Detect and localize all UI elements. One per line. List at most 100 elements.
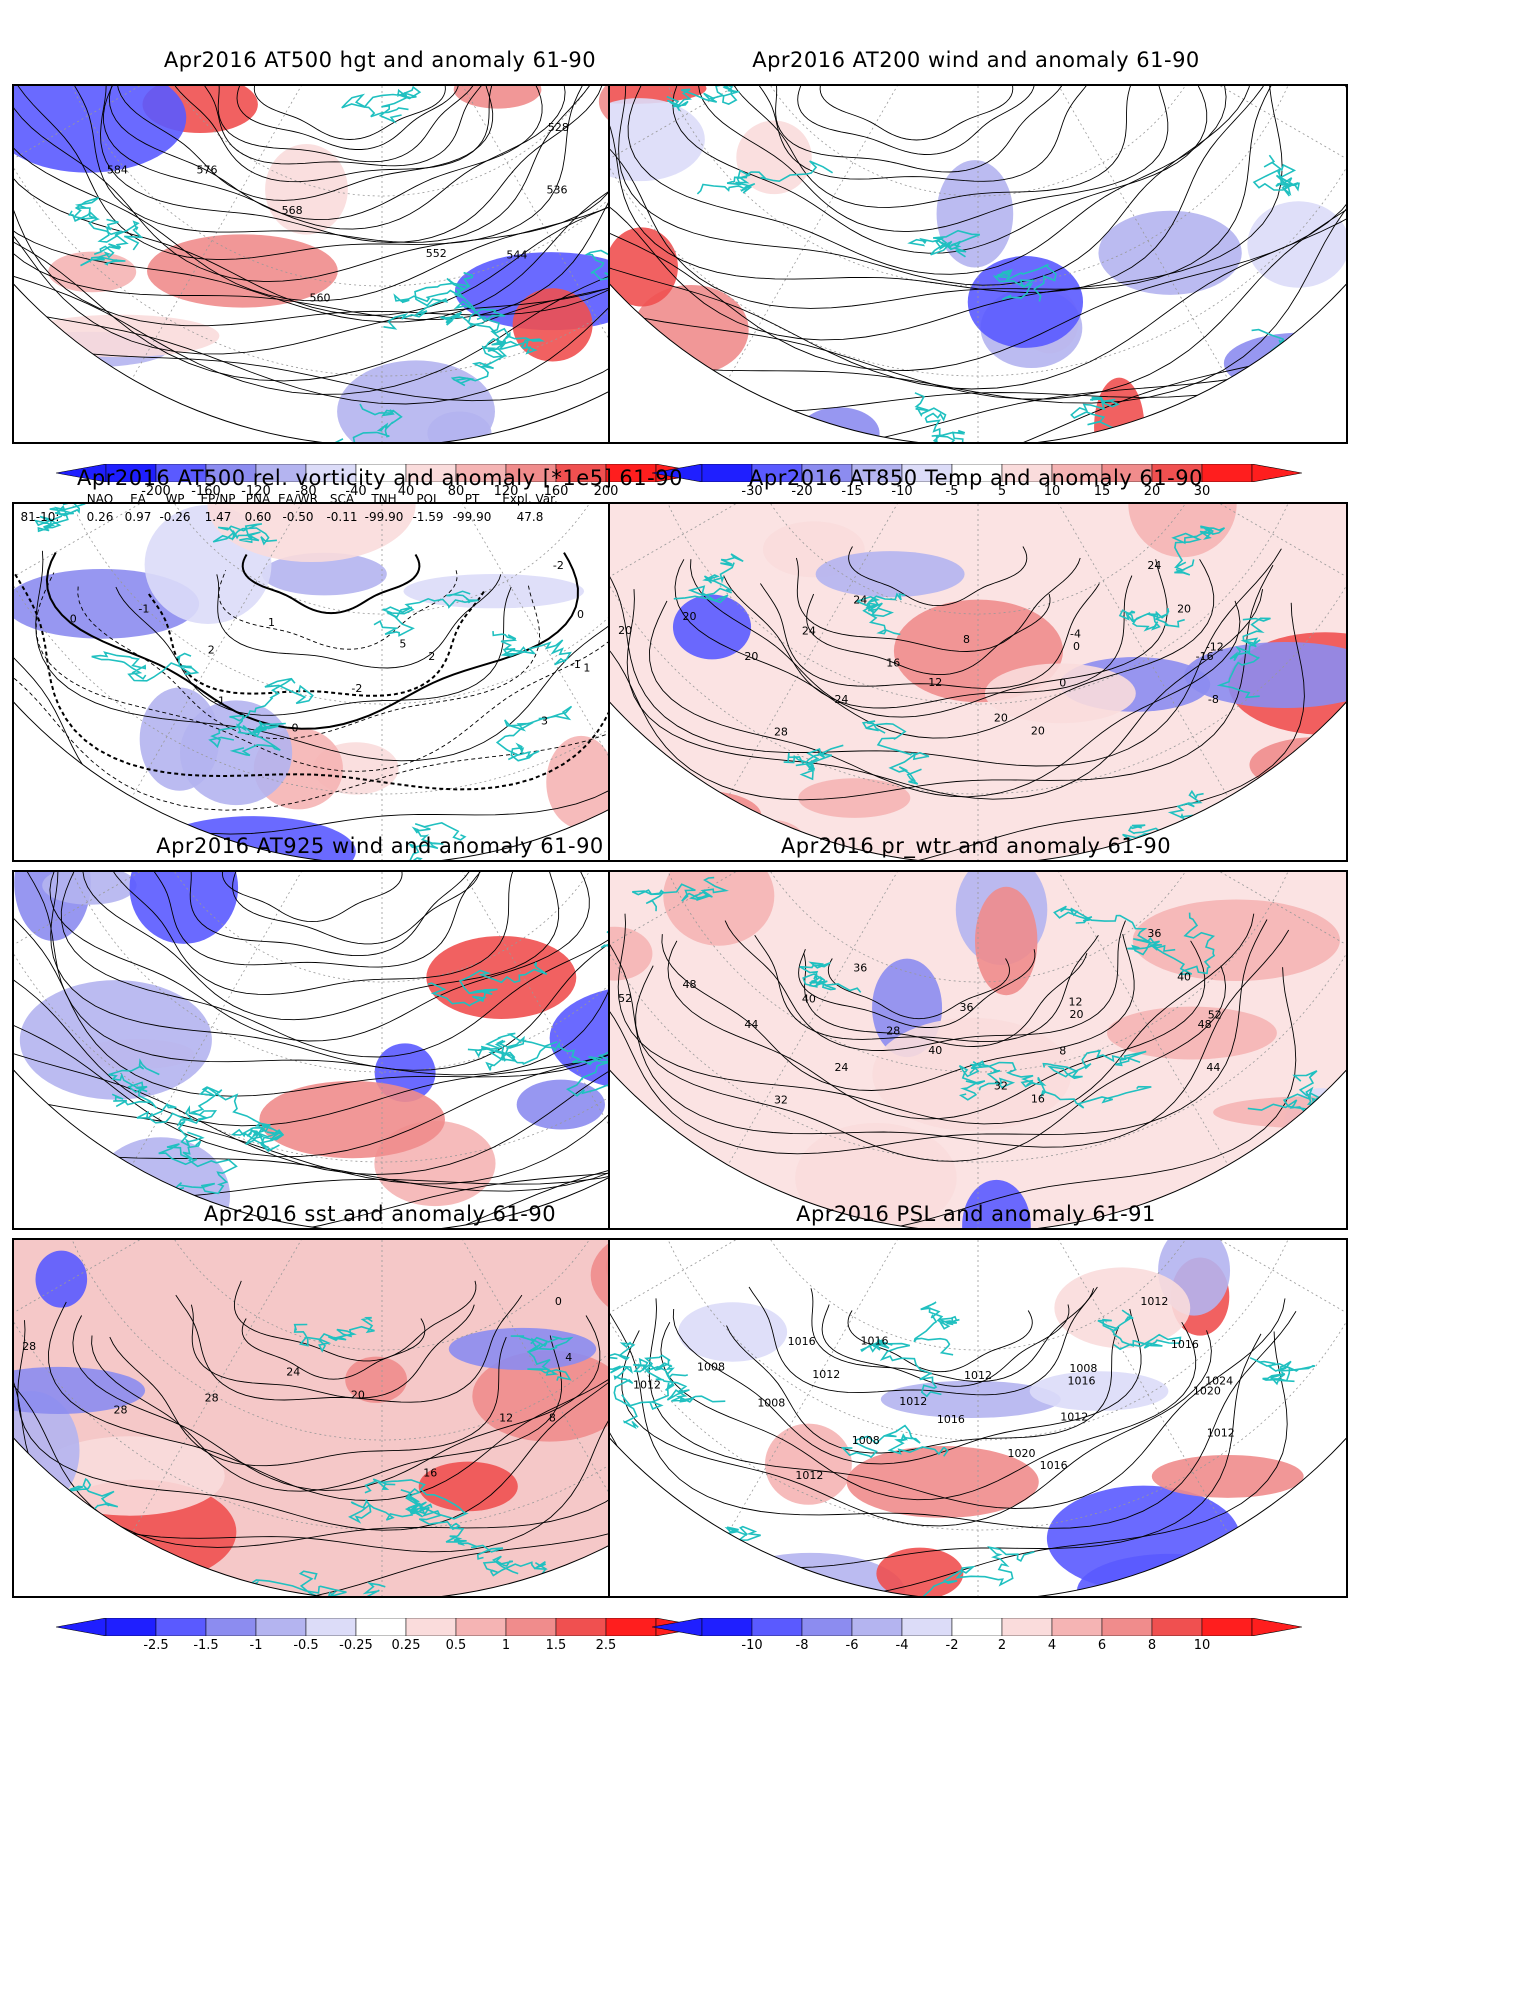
coastline: [610, 363, 678, 416]
contour-label: 584: [107, 163, 128, 176]
contour-label: 36: [960, 1001, 974, 1014]
coastline: [621, 1354, 689, 1410]
contour-line: [221, 872, 403, 923]
coastline: [510, 1335, 574, 1381]
panel-title: Apr2016 AT200 wind and anomaly 61-90: [752, 48, 1200, 72]
legend-swatch: [1151, 1618, 1203, 1636]
panel-title: Apr2016 AT500 hgt and anomaly 61-90: [163, 48, 597, 72]
contour-line: [635, 965, 1227, 1162]
contour-line: [610, 602, 1305, 860]
contour-label: 44: [1206, 1061, 1220, 1074]
positive-anomaly-region: [265, 144, 348, 235]
legend-tick-label: 10: [1193, 1638, 1211, 1653]
contour-label: 536: [547, 184, 568, 197]
contour-label: 544: [506, 248, 527, 261]
coastline: [337, 403, 406, 442]
contour-label: 20: [351, 1388, 365, 1401]
coastline: [383, 277, 465, 330]
coastline: [992, 263, 1057, 302]
negative-anomaly-region: [962, 1179, 1031, 1228]
legend-swatch: [901, 1618, 953, 1636]
legend-tick-label: 10: [1043, 484, 1061, 499]
contour-label: -16: [1196, 650, 1214, 663]
coastline: [854, 592, 906, 636]
positive-anomaly-region: [876, 1547, 964, 1596]
index-value: -0.11: [326, 510, 358, 524]
contour-label: 8: [963, 633, 970, 646]
contour-line: [147, 872, 488, 968]
legend-tick-label: -6: [845, 1638, 859, 1653]
contour-line: [109, 1336, 507, 1467]
contour-label: 20: [1031, 725, 1045, 738]
contour-label: 1024: [1205, 1374, 1233, 1387]
contour-line: [610, 967, 1297, 1228]
contour-line: [610, 86, 1346, 442]
negative-anomaly-region: [14, 86, 187, 173]
legend-swatch: [851, 1618, 903, 1636]
legend-tick-label: -20: [791, 484, 813, 499]
index-value: 47.8: [516, 510, 544, 524]
coastline: [1247, 1070, 1328, 1113]
contour-label: 2: [208, 644, 215, 657]
legend-tick-label: -1: [249, 1638, 263, 1653]
coastline: [158, 1140, 238, 1195]
index-header: PT: [464, 492, 480, 506]
coastline: [861, 720, 930, 785]
contour-line: [690, 559, 1168, 718]
contour-label: -12: [1206, 640, 1224, 653]
legend-swatch: [1051, 1618, 1103, 1636]
contour-line: [241, 554, 421, 615]
index-value: -0.50: [282, 510, 314, 524]
negative-anomaly-region: [678, 1302, 788, 1362]
contour-line: [610, 86, 1346, 371]
contour-label: 1016: [1067, 1374, 1095, 1387]
coastline: [914, 392, 966, 442]
panel-title: Apr2016 pr_wtr and anomaly 61-90: [780, 834, 1172, 858]
legend-swatch: [305, 1618, 357, 1636]
legend-swatch: [1201, 1618, 1253, 1636]
negative-anomaly-region: [448, 1327, 597, 1370]
map-panel: Apr2016 PSL and anomaly 61-91 1012 1016 102…: [608, 1202, 1348, 1672]
contour-line: [806, 593, 1051, 676]
contour-label: 8: [549, 1412, 556, 1425]
contour-line: [14, 872, 750, 1192]
map-plot-area: 1012 1016 1020 1024 1012 1016 1008 1012 1016 1020…: [608, 1238, 1348, 1598]
contour-label: 1008: [852, 1434, 880, 1447]
coastline: [1097, 1309, 1182, 1351]
panel-title: Apr2016 AT925 wind and anomaly 61-90: [156, 834, 604, 858]
legend-tick-label: -30: [741, 484, 763, 499]
contour-label: 44: [744, 1018, 758, 1031]
positive-anomaly-region: [610, 86, 707, 104]
legend-tick-label: 4: [1047, 1638, 1057, 1653]
negative-anomaly-region: [1029, 1371, 1169, 1411]
legend-swatch: [751, 1618, 803, 1636]
contour-line: [108, 86, 543, 221]
contour-line: [697, 86, 1169, 233]
legend-tick-label: 80: [447, 484, 465, 499]
contour-label: 1020: [1007, 1447, 1035, 1460]
contour-line: [217, 86, 478, 163]
contour-line: [610, 1333, 1262, 1569]
contour-line: [146, 591, 485, 697]
legend-swatch: [455, 1618, 507, 1636]
positive-anomaly-region: [663, 872, 775, 946]
contour-line: [35, 550, 672, 762]
contour-label: 12: [1069, 996, 1083, 1009]
positive-anomaly-region: [259, 1080, 445, 1159]
contour-line: [760, 583, 1100, 689]
negative-anomaly-region: [261, 552, 387, 596]
contour-line: [847, 1310, 1033, 1373]
coastline: [379, 822, 467, 860]
coastline: [373, 590, 479, 637]
contour-label: 20: [994, 712, 1008, 725]
contour-line: [661, 933, 1135, 1091]
index-row-label: 81-10:: [20, 510, 60, 524]
contour-label: 1012: [812, 1368, 840, 1381]
contour-line: [803, 953, 1088, 1047]
coastline: [666, 86, 740, 112]
contour-line: [190, 1304, 475, 1399]
coastline: [1171, 525, 1226, 576]
contour-label: 28: [113, 1404, 127, 1417]
contour-label: 24: [853, 594, 867, 607]
